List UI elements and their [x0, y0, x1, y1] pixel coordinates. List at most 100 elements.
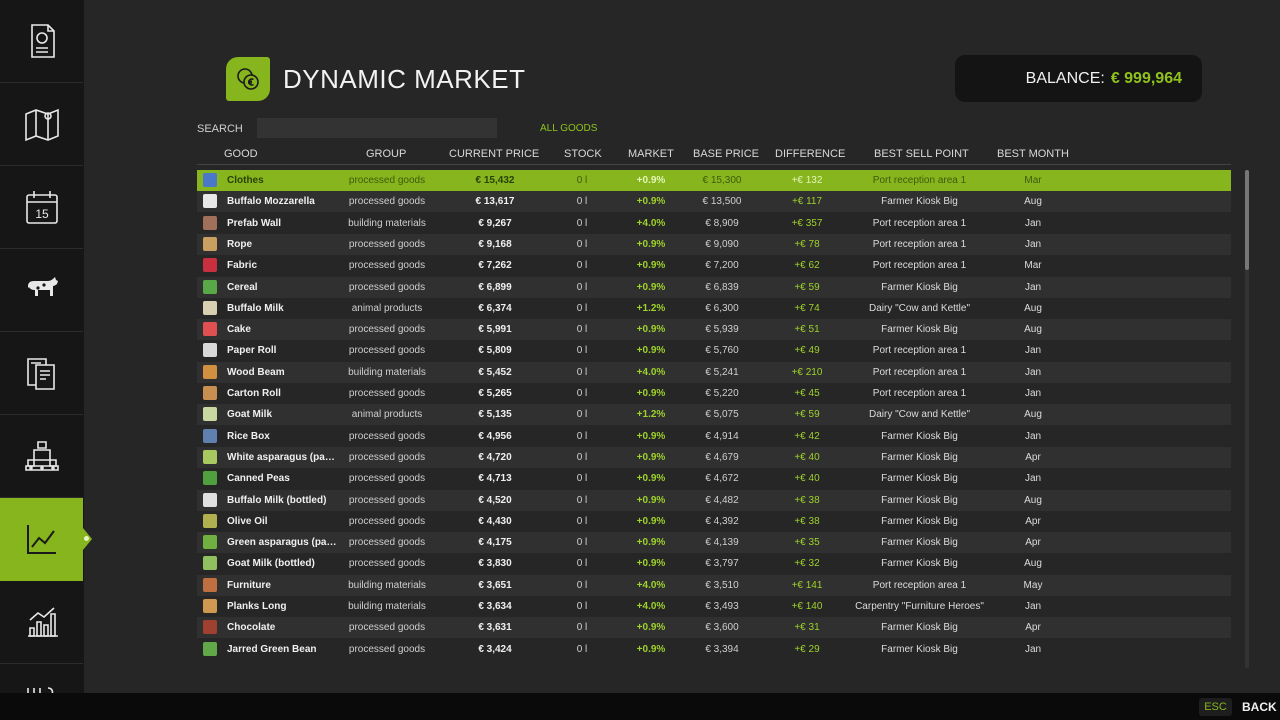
stock-value: 0 l [576, 515, 588, 527]
good-group: processed goods [348, 643, 426, 655]
market-change: +1.2% [636, 302, 666, 314]
good-group: building materials [348, 579, 426, 591]
current-price: € 9,168 [478, 238, 512, 250]
base-price: € 5,241 [705, 366, 739, 378]
table-row[interactable]: Wood Beam building materials € 5,452 0 l +4.… [197, 361, 1231, 383]
price-difference: +€ 59 [794, 281, 820, 293]
current-price: € 3,631 [478, 622, 512, 634]
back-button[interactable]: BACK [1242, 700, 1277, 714]
stock-value: 0 l [576, 324, 588, 336]
table-row[interactable]: Olive Oil processed goods € 4,430 0 l +0.9% €… [197, 511, 1231, 532]
best-month: Jan [1024, 238, 1042, 250]
price-difference: +€ 42 [794, 430, 820, 442]
column-header-best-month[interactable]: BEST MONTH [997, 148, 1069, 160]
good-name: Cereal [227, 281, 258, 293]
sidebar-item-map[interactable] [0, 83, 83, 166]
base-price: € 15,300 [702, 175, 742, 186]
best-sell-point: Port reception area 1 [872, 238, 967, 250]
price-difference: +€ 45 [794, 388, 820, 399]
market-change: +0.9% [636, 388, 666, 399]
sidebar-item-finances[interactable] [0, 0, 83, 83]
bottom-bar [0, 693, 1280, 720]
sidebar-item-animals[interactable] [0, 249, 83, 332]
table-row[interactable]: Buffalo Mozzarella processed goods € 13,61… [197, 191, 1231, 213]
sidebar-item-prices[interactable] [0, 498, 92, 581]
good-group: animal products [351, 302, 423, 314]
best-month: Jan [1024, 601, 1042, 612]
table-row[interactable]: White asparagus (pack... processed goods €… [197, 446, 1231, 468]
table-row[interactable]: Goat Milk (bottled) processed goods € 3,83… [197, 553, 1231, 574]
base-price: € 3,394 [705, 643, 739, 655]
good-icon [203, 364, 217, 379]
calendar-day: 15 [35, 207, 49, 221]
good-icon [203, 407, 217, 422]
good-icon [203, 599, 217, 613]
goods-table: Clothes processed goods € 15,432 0 l +0.9% € … [197, 170, 1231, 668]
best-sell-point: Farmer Kiosk Big [881, 430, 958, 442]
good-icon [203, 279, 217, 294]
table-row[interactable]: Prefab Wall building materials € 9,267 0 l +… [197, 213, 1231, 234]
market-change: +1.2% [636, 409, 666, 421]
column-header-current-price[interactable]: CURRENT PRICE [449, 148, 540, 160]
best-sell-point: Farmer Kiosk Big [881, 451, 958, 463]
table-row[interactable]: Clothes processed goods € 15,432 0 l +0.9% € … [197, 170, 1231, 191]
good-icon [203, 194, 217, 209]
table-row[interactable]: Rope processed goods € 9,168 0 l +0.9% € 9,09… [197, 233, 1231, 255]
best-sell-point: Port reception area 1 [872, 260, 967, 272]
column-header-good[interactable]: GOOD [224, 148, 258, 160]
best-month: May [1023, 579, 1043, 591]
stock-value: 0 l [576, 175, 588, 186]
good-group: processed goods [348, 515, 426, 527]
sidebar-item-production[interactable] [0, 415, 83, 498]
column-header-difference[interactable]: DIFFERENCE [775, 148, 846, 160]
best-sell-point: Farmer Kiosk Big [881, 643, 958, 655]
table-row[interactable]: Canned Peas processed goods € 4,713 0 l +0.9… [197, 468, 1231, 489]
column-header-best-sell-point[interactable]: BEST SELL POINT [874, 148, 969, 160]
good-icon [203, 215, 217, 230]
market-change: +4.0% [636, 366, 666, 378]
table-row[interactable]: Jarred Green Bean processed goods € 3,424 0… [197, 639, 1231, 660]
table-row[interactable]: Green asparagus (pack... processed goods €… [197, 532, 1231, 554]
stock-value: 0 l [576, 579, 588, 591]
table-row[interactable]: Rice Box processed goods € 4,956 0 l +0.9% € … [197, 426, 1231, 447]
search-input[interactable] [257, 118, 497, 138]
table-row[interactable]: Furniture building materials € 3,651 0 l +4.… [197, 574, 1231, 596]
good-group: processed goods [348, 558, 426, 570]
base-price: € 8,909 [705, 217, 739, 229]
price-difference: +€ 62 [794, 260, 820, 272]
table-scrollbar[interactable] [1245, 170, 1249, 668]
sidebar-item-statistics[interactable] [0, 581, 83, 664]
good-group: processed goods [348, 196, 426, 208]
good-name: Olive Oil [227, 515, 268, 527]
table-row[interactable]: Cake processed goods € 5,991 0 l +0.9% € 5,93… [197, 319, 1231, 341]
table-row[interactable]: Goat Milk animal products € 5,135 0 l +1.2% €… [197, 404, 1231, 426]
table-row[interactable]: Chocolate processed goods € 3,631 0 l +0.9% €… [197, 617, 1231, 639]
column-header-base-price[interactable]: BASE PRICE [693, 148, 760, 160]
base-price: € 3,493 [705, 601, 739, 612]
sidebar-item-calendar[interactable]: 15 [0, 166, 83, 249]
sidebar-item-more[interactable] [0, 664, 83, 694]
current-price: € 9,267 [478, 217, 512, 229]
esc-key-hint[interactable]: ESC [1199, 698, 1232, 716]
good-icon [203, 556, 217, 571]
price-difference: +€ 31 [794, 622, 820, 634]
table-row[interactable]: Fabric processed goods € 7,262 0 l +0.9% € 7,… [197, 255, 1231, 276]
table-row[interactable]: Buffalo Milk animal products € 6,374 0 l +1.… [197, 298, 1231, 319]
table-row[interactable]: Buffalo Milk (bottled) processed goods € 4… [197, 489, 1231, 511]
table-row[interactable]: Paper Roll processed goods € 5,809 0 l +0.9%… [197, 340, 1231, 361]
calendar-icon: 15 [25, 191, 58, 224]
table-row[interactable]: Planks Long building materials € 3,634 0 l +… [197, 596, 1231, 617]
current-price: € 4,175 [478, 537, 512, 549]
best-month: Jan [1024, 366, 1042, 378]
table-row[interactable]: Carton Roll processed goods € 5,265 0 l +0.9… [197, 383, 1231, 404]
scrollbar-thumb[interactable] [1245, 170, 1249, 270]
column-header-group[interactable]: GROUP [366, 148, 407, 160]
best-month: Apr [1025, 622, 1041, 634]
filter-all-goods[interactable]: ALL GOODS [540, 123, 598, 134]
table-row[interactable]: Cereal processed goods € 6,899 0 l +0.9% € 6,… [197, 276, 1231, 298]
column-header-market[interactable]: MARKET [628, 148, 674, 160]
column-header-stock[interactable]: STOCK [564, 148, 602, 160]
stock-value: 0 l [576, 260, 588, 272]
base-price: € 4,672 [705, 473, 739, 485]
sidebar-item-contracts[interactable] [0, 332, 83, 415]
